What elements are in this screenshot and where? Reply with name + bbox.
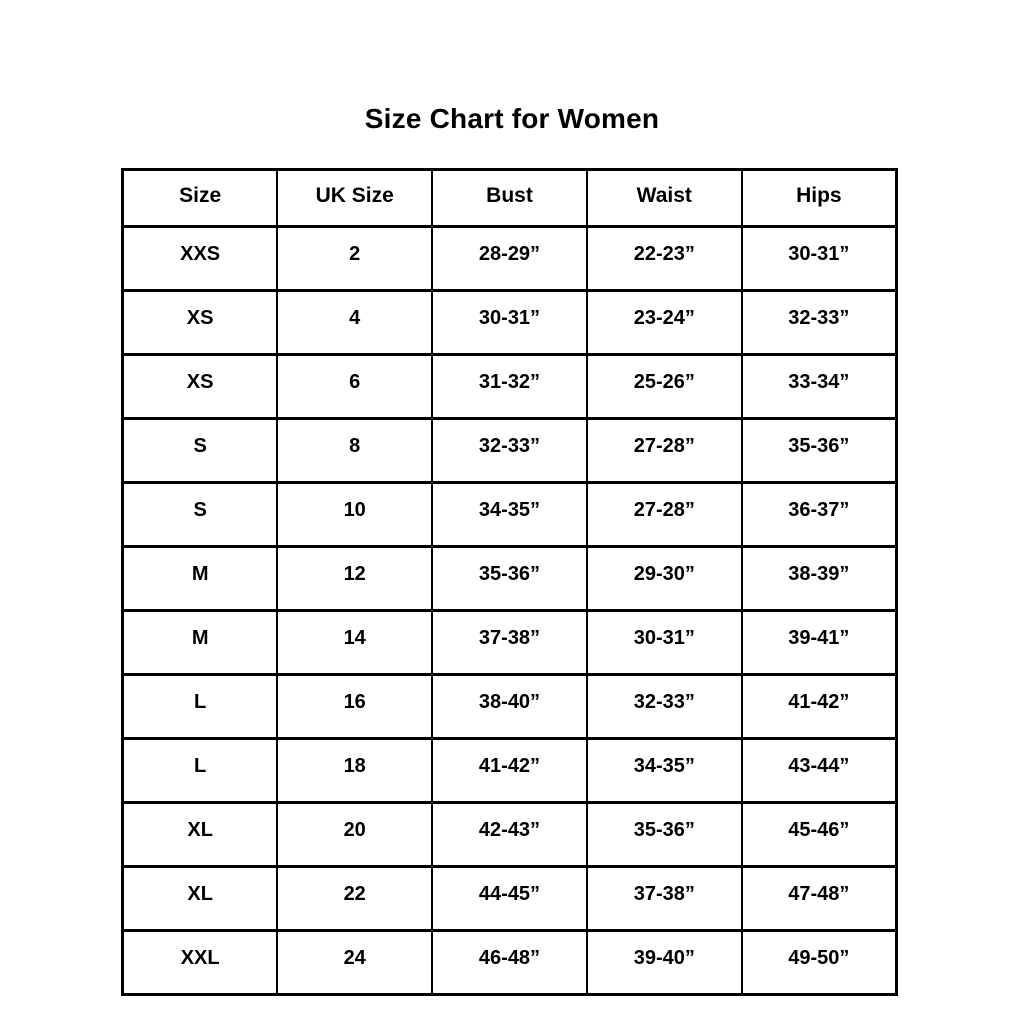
- table-cell: 30-31”: [740, 225, 898, 292]
- table-row: XL 20 42-43” 35-36” 45-46”: [121, 801, 898, 868]
- column-header: UK Size: [276, 168, 434, 228]
- size-table-body: XXS 2 28-29” 22-23” 30-31” XS 4 30-31” 23-24” 32-…: [121, 225, 898, 996]
- page-title: Size Chart for Women: [364, 103, 660, 134]
- table-cell: M: [121, 609, 279, 676]
- table-cell: S: [121, 417, 279, 484]
- table-row: M 14 37-38” 30-31” 39-41”: [121, 609, 898, 676]
- table-cell: XXL: [121, 929, 279, 996]
- table-cell: 38-39”: [740, 545, 898, 612]
- table-cell: XS: [121, 289, 279, 356]
- table-row: XXS 2 28-29” 22-23” 30-31”: [121, 225, 898, 292]
- table-cell: 41-42”: [740, 673, 898, 740]
- table-cell: 30-31”: [585, 609, 743, 676]
- table-cell: 14: [276, 609, 434, 676]
- table-cell: 34-35”: [431, 481, 588, 548]
- table-cell: 33-34”: [740, 353, 898, 420]
- table-cell: 36-37”: [740, 481, 898, 548]
- table-row: L 18 41-42” 34-35” 43-44”: [121, 737, 898, 804]
- table-cell: 28-29”: [431, 225, 588, 292]
- table-cell: M: [121, 545, 279, 612]
- size-table: Size UK Size Bust Waist Hips XXS 2 28-29” 22-23…: [121, 168, 898, 996]
- table-cell: 32-33”: [740, 289, 898, 356]
- table-cell: 22-23”: [585, 225, 743, 292]
- table-cell: 16: [276, 673, 434, 740]
- table-row: XS 4 30-31” 23-24” 32-33”: [121, 289, 898, 356]
- table-cell: 35-36”: [740, 417, 898, 484]
- column-header: Size: [121, 168, 279, 228]
- table-cell: 23-24”: [585, 289, 743, 356]
- table-cell: 47-48”: [740, 865, 898, 932]
- column-header: Hips: [740, 168, 898, 228]
- table-cell: 27-28”: [585, 481, 743, 548]
- table-cell: 27-28”: [585, 417, 743, 484]
- table-cell: 31-32”: [431, 353, 588, 420]
- table-row: S 8 32-33” 27-28” 35-36”: [121, 417, 898, 484]
- table-row: M 12 35-36” 29-30” 38-39”: [121, 545, 898, 612]
- table-cell: 39-40”: [585, 929, 743, 996]
- table-cell: 49-50”: [740, 929, 898, 996]
- table-cell: L: [121, 737, 279, 804]
- table-cell: 6: [276, 353, 434, 420]
- table-cell: 29-30”: [585, 545, 743, 612]
- table-row: L 16 38-40” 32-33” 41-42”: [121, 673, 898, 740]
- table-row: XL 22 44-45” 37-38” 47-48”: [121, 865, 898, 932]
- table-cell: 30-31”: [431, 289, 588, 356]
- table-cell: XS: [121, 353, 279, 420]
- table-cell: 10: [276, 481, 434, 548]
- table-cell: 37-38”: [431, 609, 588, 676]
- table-cell: 35-36”: [431, 545, 588, 612]
- table-cell: 32-33”: [431, 417, 588, 484]
- table-cell: 35-36”: [585, 801, 743, 868]
- table-cell: L: [121, 673, 279, 740]
- table-cell: 45-46”: [740, 801, 898, 868]
- table-cell: 4: [276, 289, 434, 356]
- size-table-header: Size UK Size Bust Waist Hips: [121, 168, 898, 228]
- table-cell: 44-45”: [431, 865, 588, 932]
- column-header: Waist: [585, 168, 743, 228]
- table-cell: 24: [276, 929, 434, 996]
- table-cell: 25-26”: [585, 353, 743, 420]
- table-cell: 18: [276, 737, 434, 804]
- table-cell: 34-35”: [585, 737, 743, 804]
- table-cell: 32-33”: [585, 673, 743, 740]
- table-cell: 12: [276, 545, 434, 612]
- table-cell: 37-38”: [585, 865, 743, 932]
- table-cell: 42-43”: [431, 801, 588, 868]
- table-row: XXL 24 46-48” 39-40” 49-50”: [121, 929, 898, 996]
- table-cell: 41-42”: [431, 737, 588, 804]
- table-row: S 10 34-35” 27-28” 36-37”: [121, 481, 898, 548]
- table-cell: 39-41”: [740, 609, 898, 676]
- table-cell: 8: [276, 417, 434, 484]
- table-cell: S: [121, 481, 279, 548]
- table-cell: XL: [121, 801, 279, 868]
- table-cell: 20: [276, 801, 434, 868]
- table-row: XS 6 31-32” 25-26” 33-34”: [121, 353, 898, 420]
- table-cell: 38-40”: [431, 673, 588, 740]
- table-cell: 46-48”: [431, 929, 588, 996]
- table-cell: XL: [121, 865, 279, 932]
- header-row: Size UK Size Bust Waist Hips: [121, 168, 898, 228]
- column-header: Bust: [431, 168, 588, 228]
- table-cell: 2: [276, 225, 434, 292]
- table-cell: XXS: [121, 225, 279, 292]
- table-cell: 43-44”: [740, 737, 898, 804]
- table-cell: 22: [276, 865, 434, 932]
